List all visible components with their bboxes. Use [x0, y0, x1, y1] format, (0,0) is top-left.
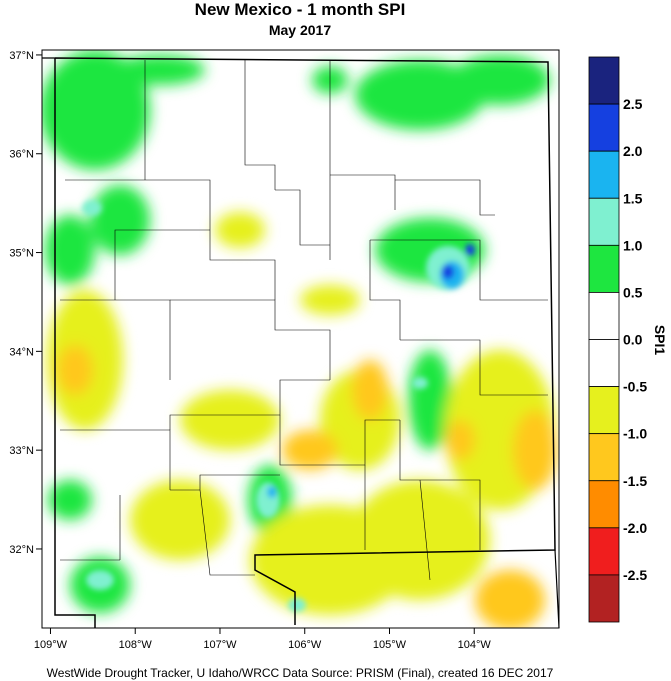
colorbar-label: 1.0 [623, 237, 643, 253]
lat-tick-label: 35°N [9, 248, 34, 260]
colorbar-label: -1.5 [623, 473, 647, 489]
map-frame [41, 49, 560, 629]
spi-colorbar [588, 56, 620, 623]
spi-colorbar-labels: 2.5 2.0 1.5 1.0 0.5 0.0 -0.5 -1.0 -1.5 -2.0 -2.5 [623, 96, 647, 583]
colorbar-swatch [588, 574, 620, 623]
colorbar-swatch [588, 244, 620, 293]
colorbar-label: 2.5 [623, 96, 643, 112]
map-subtitle: May 2017 [268, 22, 332, 38]
data-source-credit: WestWide Drought Tracker, U Idaho/WRCC D… [46, 666, 554, 680]
lat-tick-label: 33°N [9, 445, 34, 457]
colorbar-label: -2.0 [623, 520, 647, 536]
colorbar-swatch [588, 197, 620, 246]
colorbar-swatch [588, 292, 620, 340]
colorbar-swatch [588, 150, 620, 199]
lon-tick-label: 104°W [458, 639, 492, 651]
colorbar-label: 0.5 [623, 284, 643, 300]
colorbar-swatch [588, 339, 620, 387]
lon-tick-label: 107°W [203, 639, 237, 651]
lon-tick-label: 106°W [288, 639, 322, 651]
lat-tick-label: 36°N [9, 149, 34, 161]
county-boundaries [60, 60, 548, 581]
colorbar-swatch [588, 480, 620, 529]
lon-tick-label: 105°W [373, 639, 407, 651]
new-mexico-border [54, 57, 556, 628]
lat-tick-label: 37°N [9, 50, 34, 62]
colorbar-swatch [588, 527, 620, 576]
lat-tick-label: 34°N [9, 346, 34, 358]
colorbar-swatch [588, 386, 620, 435]
colorbar-swatch [588, 56, 620, 105]
lon-tick-label: 109°W [34, 639, 68, 651]
colorbar-label: 2.0 [623, 143, 643, 159]
lon-tick-label: 108°W [119, 639, 153, 651]
colorbar-label: 0.0 [623, 332, 643, 348]
colorbar-label: -1.0 [623, 426, 647, 442]
colorbar-label: -0.5 [623, 379, 647, 395]
lat-tick-label: 32°N [9, 544, 34, 556]
latitude-axis: 32°N 33°N 34°N 35°N 36°N 37°N [9, 50, 42, 556]
map-panel [41, 49, 560, 629]
spi-wet-cores [82, 200, 475, 612]
colorbar-title: SPI1 [652, 325, 668, 356]
spi-field [42, 50, 557, 628]
map-title: New Mexico - 1 month SPI [194, 0, 406, 19]
colorbar-swatch [588, 103, 620, 152]
spi-patches [42, 50, 557, 628]
colorbar-label: 1.5 [623, 190, 643, 206]
colorbar-label: -2.5 [623, 567, 647, 583]
colorbar-swatch [588, 433, 620, 482]
state-border-east-south [42, 57, 560, 629]
longitude-axis: 109°W 108°W 107°W 106°W 105°W 104°W [34, 628, 492, 651]
